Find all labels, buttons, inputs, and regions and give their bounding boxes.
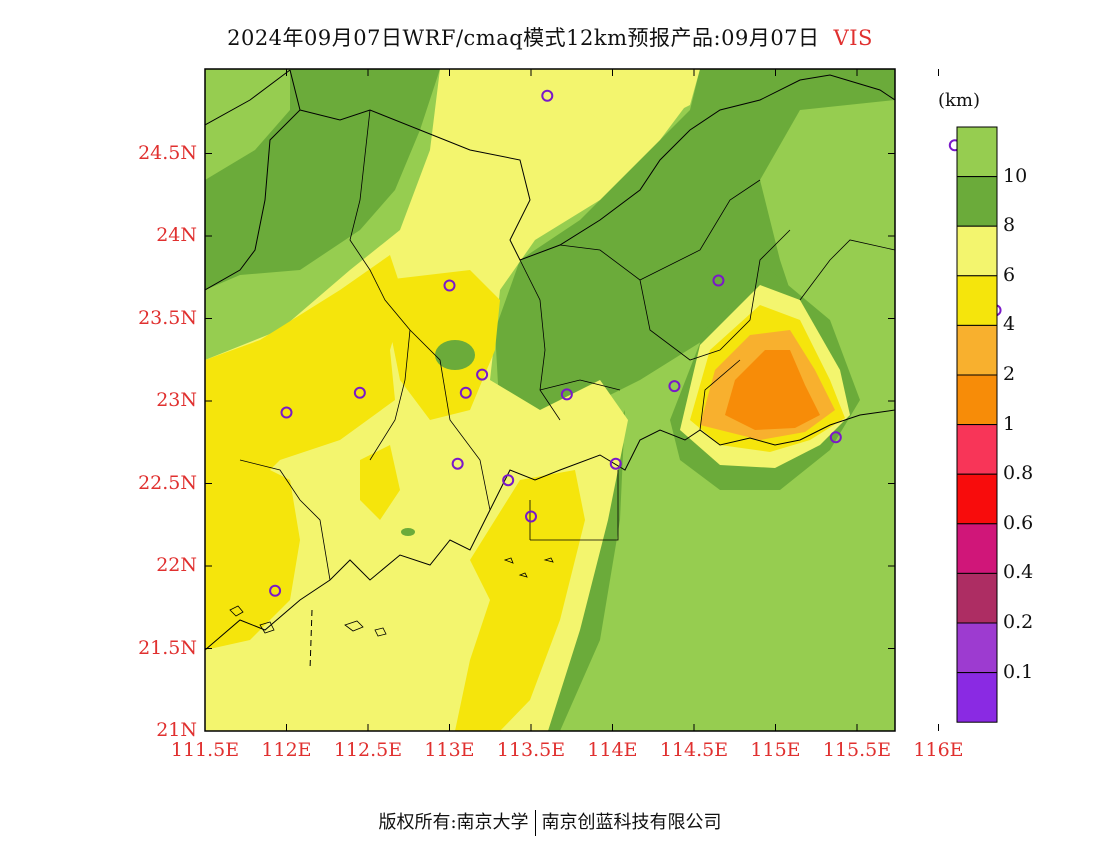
station-marker (525, 510, 537, 523)
footer-copyright: 版权所有:南京大学 (378, 812, 529, 833)
field-band-6km-top (560, 69, 700, 130)
colorbar-label: 10 (1003, 164, 1028, 187)
province-border (299, 74, 895, 261)
lat-tick-label: 23.5N (138, 306, 197, 329)
field-band-4km-coast (205, 460, 300, 650)
station-marker (829, 431, 842, 444)
station-marker (269, 584, 282, 597)
lon-tick-label: 116E (913, 739, 964, 761)
field-band-8km (205, 69, 440, 290)
footer-divider (534, 810, 536, 836)
colorbar-swatch (956, 473, 998, 525)
lon-tick-label: 114.5E (659, 739, 729, 761)
lat-tick-label: 22.5N (138, 471, 197, 494)
lon-tick-label: 114E (587, 739, 638, 761)
dashed-line (309, 609, 313, 671)
colorbar-label: 1 (1003, 412, 1016, 435)
colorbar-units: (km) (938, 90, 981, 111)
lat-tick-label: 21.5N (138, 636, 197, 659)
lon-tick-label: 115E (750, 739, 801, 761)
station-marker (459, 386, 472, 399)
lat-tick-label: 24.5N (138, 141, 197, 164)
station-marker (353, 386, 366, 399)
colorbar-swatch (956, 374, 998, 426)
field-patch-green-2 (401, 528, 415, 536)
coastline (205, 409, 895, 651)
lon-tick-label: 113E (424, 739, 475, 761)
field-band-1km (725, 350, 820, 430)
lat-tick-label: 22N (156, 554, 197, 576)
lon-tick-label: 115.5E (822, 739, 892, 761)
station-marker (451, 457, 464, 470)
colorbar-swatch (956, 176, 998, 227)
lon-tick-label: 112.5E (333, 739, 403, 761)
station-marker (609, 457, 622, 470)
axis-ticks (204, 69, 939, 732)
lon-tick-label: 113.5E (496, 739, 566, 761)
station-marker (443, 279, 456, 292)
field-band-4km-west (205, 255, 405, 500)
station-marker (668, 380, 681, 393)
title-text: 2024年09月07日WRF/cmaq模式12km预报产品:09月07日 (227, 26, 820, 50)
station-marker (541, 89, 554, 102)
hk-box (529, 470, 619, 541)
colorbar-swatch (956, 672, 998, 723)
colorbar-label: 8 (1003, 214, 1016, 237)
colorbar-swatch (956, 622, 998, 674)
colorbar-label: 0.1 (1003, 660, 1034, 683)
field-band-8km-east (495, 69, 895, 420)
colorbar-swatch (956, 424, 998, 475)
colorbar-label: 0.2 (1003, 611, 1034, 633)
chart-title: 2024年09月07日WRF/cmaq模式12km预报产品:09月07日 VIS (0, 22, 1100, 52)
field-band-4km-mid (360, 445, 400, 520)
colorbar-swatch (956, 324, 998, 376)
lon-tick-label: 111.5E (170, 739, 240, 761)
field-band-4km-south (455, 470, 585, 731)
colorbar-swatch (956, 225, 998, 277)
admin-lines (239, 109, 895, 581)
colorbar-label: 6 (1003, 263, 1016, 286)
boundaries (205, 69, 895, 671)
map-frame (204, 68, 896, 732)
station-markers (269, 89, 1002, 597)
colorbar-label: 0.4 (1003, 561, 1034, 584)
station-marker (502, 474, 515, 487)
footer: 版权所有:南京大学 南京创蓝科技有限公司 (0, 808, 1100, 836)
station-marker (560, 388, 573, 401)
colorbar-label: 2 (1003, 363, 1016, 385)
footer-company: 南京创蓝科技有限公司 (541, 812, 722, 833)
station-marker (280, 406, 293, 419)
lon-tick-label: 112E (261, 739, 312, 761)
islands (229, 557, 554, 637)
colorbar-label: 0.8 (1003, 462, 1034, 485)
colorbar-swatch (956, 572, 998, 624)
field-patch-green (435, 340, 475, 370)
lat-tick-label: 24N (156, 224, 197, 246)
variable-label: VIS (833, 26, 873, 50)
colorbar-label: 0.6 (1003, 511, 1034, 534)
colorbar (956, 126, 998, 723)
station-marker (712, 274, 725, 287)
colorbar-swatch (956, 275, 998, 326)
visibility-field (205, 69, 895, 731)
colorbar-swatch (956, 523, 998, 574)
lat-tick-label: 21N (156, 719, 197, 741)
lat-tick-label: 23N (156, 389, 197, 411)
station-marker (476, 368, 489, 381)
colorbar-label: 4 (1003, 313, 1016, 336)
colorbar-swatch (956, 126, 998, 178)
